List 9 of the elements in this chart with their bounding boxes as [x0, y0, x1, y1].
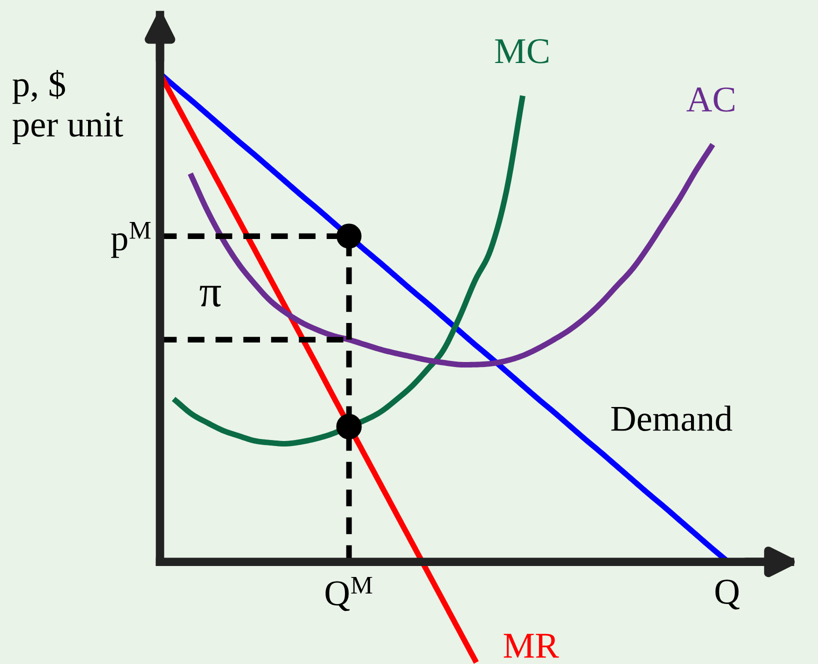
- annotation: π: [200, 286, 221, 307]
- text: p$^{M}$: [111, 222, 151, 258]
- series-label: Demand: [611, 406, 732, 432]
- y-axis-title: p, $ per unit: [12, 70, 124, 144]
- series-label: MR: [504, 634, 559, 658]
- series-label: AC: [686, 87, 734, 112]
- series-label: MC: [495, 39, 548, 64]
- x-tick-label: Q$^{M}$: [326, 576, 372, 611]
- x-tick-label: Q: [715, 580, 740, 610]
